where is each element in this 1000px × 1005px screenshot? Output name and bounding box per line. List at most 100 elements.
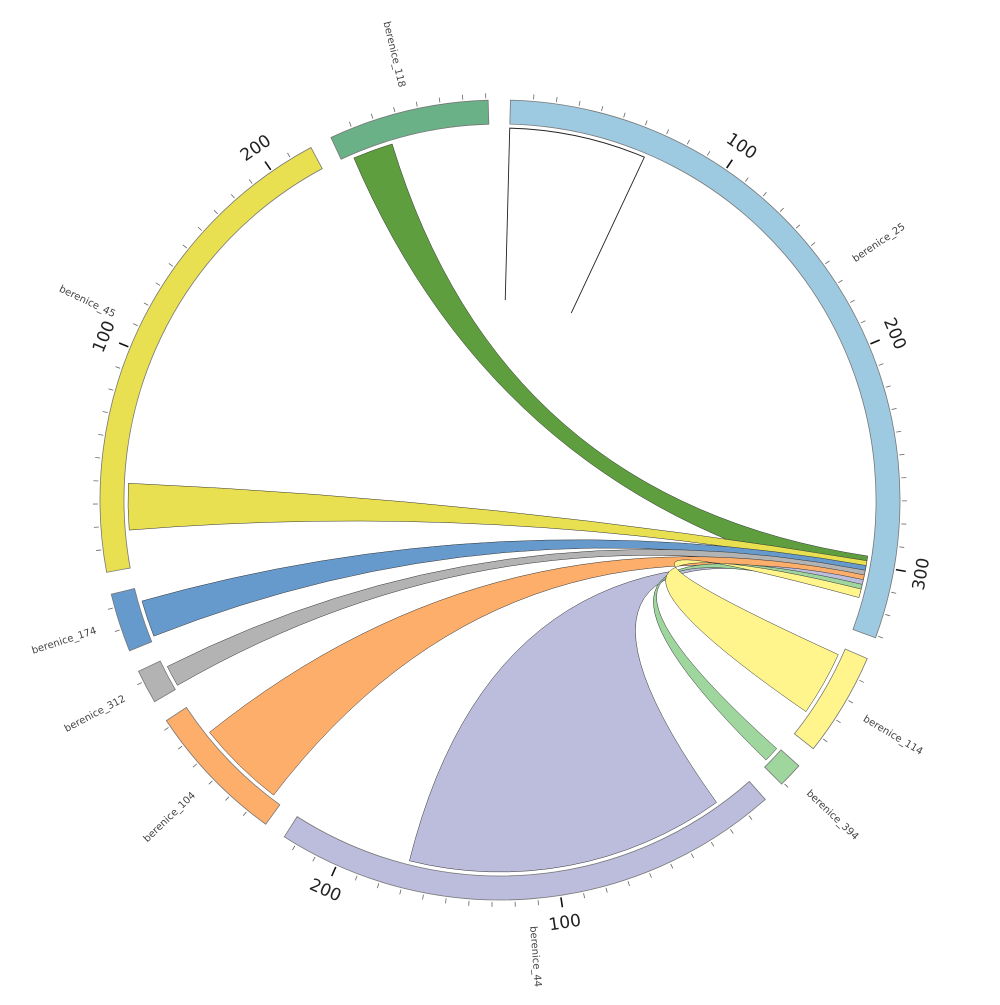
minor-tick xyxy=(745,178,748,182)
minor-tick xyxy=(879,364,884,366)
segment-label-berenice-44: berenice_44 xyxy=(527,926,543,988)
minor-tick xyxy=(144,303,148,305)
major-tick xyxy=(119,343,128,347)
minor-tick xyxy=(796,225,800,228)
minor-tick xyxy=(313,857,315,861)
minor-tick xyxy=(749,816,752,820)
tick-label: 100 xyxy=(547,911,582,936)
minor-tick xyxy=(899,547,904,548)
minor-tick xyxy=(416,102,417,107)
segment-label-berenice-312: berenice_312 xyxy=(63,694,128,735)
minor-tick xyxy=(371,114,373,119)
major-tick xyxy=(870,340,879,344)
minor-tick xyxy=(133,324,138,326)
links-group xyxy=(128,128,868,872)
minor-tick xyxy=(108,389,113,390)
minor-tick xyxy=(108,608,113,609)
minor-tick xyxy=(711,842,714,846)
minor-tick xyxy=(628,881,630,886)
minor-tick xyxy=(169,263,173,266)
minor-tick xyxy=(878,636,883,638)
link-self-berenice-25 xyxy=(505,128,644,313)
minor-tick xyxy=(671,864,673,869)
segment-berenice-174 xyxy=(111,589,152,651)
tick-label: 200 xyxy=(879,315,910,353)
minor-tick xyxy=(103,412,108,413)
segment-label-berenice-174: berenice_174 xyxy=(31,626,99,657)
minor-tick xyxy=(836,720,840,723)
minor-tick xyxy=(811,242,815,245)
minor-tick xyxy=(198,227,202,230)
minor-tick xyxy=(848,700,852,702)
minor-tick xyxy=(422,895,423,900)
minor-tick xyxy=(859,680,863,682)
minor-tick xyxy=(823,739,827,742)
minor-tick xyxy=(98,434,103,435)
minor-tick xyxy=(861,321,865,323)
minor-tick xyxy=(886,386,891,387)
minor-tick xyxy=(249,180,252,184)
minor-tick xyxy=(624,113,626,118)
minor-tick xyxy=(780,208,783,212)
minor-tick xyxy=(825,261,829,264)
minor-tick xyxy=(838,280,842,283)
minor-tick xyxy=(400,890,401,895)
major-tick xyxy=(265,162,271,170)
minor-tick xyxy=(892,408,897,409)
segment-label-berenice-394: berenice_394 xyxy=(804,788,861,842)
minor-tick xyxy=(579,101,580,106)
minor-tick xyxy=(292,846,295,850)
minor-tick xyxy=(899,454,904,455)
minor-tick xyxy=(556,97,557,102)
minor-tick xyxy=(95,458,100,459)
tick-label: 100 xyxy=(89,318,120,356)
minor-tick xyxy=(667,130,669,135)
minor-tick xyxy=(164,727,168,730)
segment-label-berenice-118: berenice_118 xyxy=(381,20,407,88)
major-tick xyxy=(561,897,563,907)
minor-tick xyxy=(96,550,101,551)
tick-label: 200 xyxy=(306,875,344,907)
minor-tick xyxy=(394,107,395,112)
segment-berenice-118 xyxy=(331,100,489,159)
minor-tick xyxy=(178,746,182,749)
minor-tick xyxy=(183,245,187,248)
minor-tick xyxy=(115,367,120,369)
minor-tick xyxy=(763,192,766,196)
tick-label: 100 xyxy=(722,129,760,164)
minor-tick xyxy=(687,140,689,144)
minor-tick xyxy=(214,210,218,214)
minor-tick xyxy=(885,614,890,615)
minor-tick xyxy=(445,898,446,903)
minor-tick xyxy=(349,122,351,127)
minor-tick xyxy=(193,764,197,767)
major-tick xyxy=(727,160,733,168)
tick-label: 300 xyxy=(909,556,934,591)
major-tick xyxy=(896,570,906,572)
minor-tick xyxy=(650,873,652,878)
minor-tick xyxy=(891,592,896,593)
minor-tick xyxy=(785,784,789,788)
minor-tick xyxy=(287,153,290,157)
major-tick xyxy=(332,867,336,876)
minor-tick xyxy=(850,300,854,302)
minor-tick xyxy=(691,854,693,858)
minor-tick xyxy=(156,283,160,286)
tick-label: 200 xyxy=(237,131,275,166)
minor-tick xyxy=(377,883,379,888)
segment-label-berenice-104: berenice_104 xyxy=(142,790,198,845)
minor-tick xyxy=(115,630,120,632)
minor-tick xyxy=(602,106,603,111)
minor-tick xyxy=(355,876,357,881)
minor-tick xyxy=(730,829,733,833)
minor-tick xyxy=(137,682,141,684)
minor-tick xyxy=(606,888,607,893)
minor-tick xyxy=(645,121,647,126)
minor-tick xyxy=(896,431,901,432)
minor-tick xyxy=(439,98,440,103)
minor-tick xyxy=(231,194,234,198)
minor-tick xyxy=(226,797,229,801)
minor-tick xyxy=(209,781,213,784)
